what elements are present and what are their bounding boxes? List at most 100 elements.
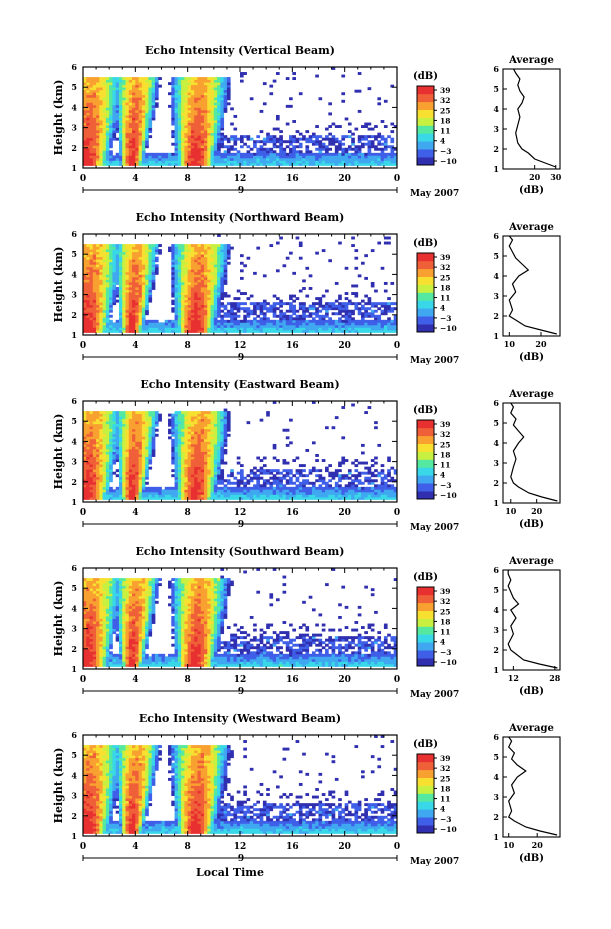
heatmap-cell [92, 486, 97, 490]
heatmap-cell [213, 97, 218, 101]
heatmap-cell [83, 244, 87, 248]
heatmap-cell [217, 327, 221, 331]
colorbar-tick-label: 39 [440, 253, 450, 262]
heatmap-cell [213, 297, 218, 301]
heatmap-cell [148, 491, 153, 495]
heatmap-cell [174, 82, 179, 86]
heatmap-cell [184, 89, 189, 93]
heatmap-cell [125, 264, 130, 268]
heatmap-cell [210, 312, 215, 316]
heatmap-cell [259, 302, 264, 306]
heatmap-cell [122, 276, 126, 280]
heatmap-cell [138, 266, 143, 270]
heatmap-cell [151, 114, 156, 118]
heatmap-cell [135, 150, 139, 154]
heatmap-cell [204, 281, 208, 285]
heatmap-cell [122, 82, 126, 86]
heatmap-cell [132, 464, 136, 468]
heatmap-cell [380, 329, 385, 333]
heatmap-cell [331, 324, 336, 328]
heatmap-cell [99, 279, 104, 283]
heatmap-cell [338, 294, 342, 298]
heatmap-cell [118, 97, 123, 101]
heatmap-cell [207, 137, 211, 141]
heatmap-cell [344, 147, 349, 151]
heatmap-cell [187, 279, 192, 283]
heatmap-cell [135, 302, 139, 306]
heatmap-cell [83, 436, 87, 440]
heatmap-cell [269, 137, 274, 141]
heatmap-cell [148, 259, 153, 263]
heatmap-cell [148, 329, 153, 333]
heatmap-cell [138, 484, 143, 488]
heatmap-cell [132, 307, 136, 311]
heatmap-cell [105, 246, 110, 250]
heatmap-cell [128, 471, 133, 475]
heatmap-cell [177, 469, 182, 473]
heatmap-cell [194, 297, 198, 301]
heatmap-cell [181, 327, 185, 331]
heatmap-cell [377, 140, 382, 144]
heatmap-cell [168, 494, 172, 498]
heatmap-cell [141, 426, 146, 430]
heatmap-cell [132, 322, 136, 326]
heatmap-cell [135, 130, 139, 134]
heatmap-cell [109, 496, 113, 500]
heatmap-cell [128, 411, 133, 415]
heatmap-cell [112, 246, 117, 250]
heatmap-cell [184, 130, 189, 134]
heatmap-cell [128, 496, 133, 500]
heatmap-cell [364, 137, 368, 141]
heatmap-cell [217, 125, 221, 128]
heatmap-cell [331, 312, 336, 316]
heatmap-cell [210, 130, 215, 134]
heatmap-cell [207, 302, 211, 306]
heatmap-cell [210, 274, 215, 278]
heatmap-cell [253, 309, 257, 313]
heatmap-cell [83, 109, 87, 113]
heatmap-cell [328, 160, 332, 164]
heatmap-cell [213, 266, 218, 270]
heatmap-cell [184, 284, 189, 288]
heatmap-cell [194, 302, 198, 306]
heatmap-cell [194, 274, 198, 278]
heatmap-cell [102, 145, 107, 149]
heatmap-cell [102, 426, 107, 430]
heatmap-cell [210, 327, 215, 331]
heatmap-cell [105, 87, 110, 91]
heatmap-cell [112, 94, 117, 98]
colorbar-segment [417, 133, 434, 142]
heatmap-cell [295, 322, 300, 326]
heatmap-cell [285, 77, 290, 81]
heatmap-cell [338, 319, 342, 323]
heatmap-cell [109, 297, 113, 301]
heatmap-cell [92, 292, 97, 295]
heatmap-cell [200, 251, 205, 255]
heatmap-cell [151, 496, 156, 500]
heatmap-cell [374, 304, 378, 308]
heatmap-cell [171, 448, 175, 452]
heatmap-cell [171, 423, 175, 427]
heatmap-cell [128, 147, 133, 151]
heatmap-cell [393, 157, 398, 161]
heatmap-cell [115, 459, 120, 462]
heatmap-cell [102, 494, 107, 498]
heatmap-cell [295, 317, 300, 321]
heatmap-cell [174, 312, 179, 316]
heatmap-cell [86, 413, 90, 417]
heatmap-cell [115, 421, 120, 425]
heatmap-cell [96, 481, 100, 485]
heatmap-cell [213, 276, 218, 280]
heatmap-cell [112, 448, 117, 452]
heatmap-cell [266, 135, 270, 139]
heatmap-cell [145, 443, 149, 447]
heatmap-cell [151, 287, 156, 290]
heatmap-cell [213, 279, 218, 283]
heatmap-cell [197, 117, 202, 121]
heatmap-cell [256, 322, 261, 326]
heatmap-cell [331, 142, 336, 146]
heatmap-cell [89, 471, 94, 475]
heatmap-cell [220, 276, 225, 280]
heatmap-cell [351, 132, 355, 136]
heatmap-cell [145, 137, 149, 141]
